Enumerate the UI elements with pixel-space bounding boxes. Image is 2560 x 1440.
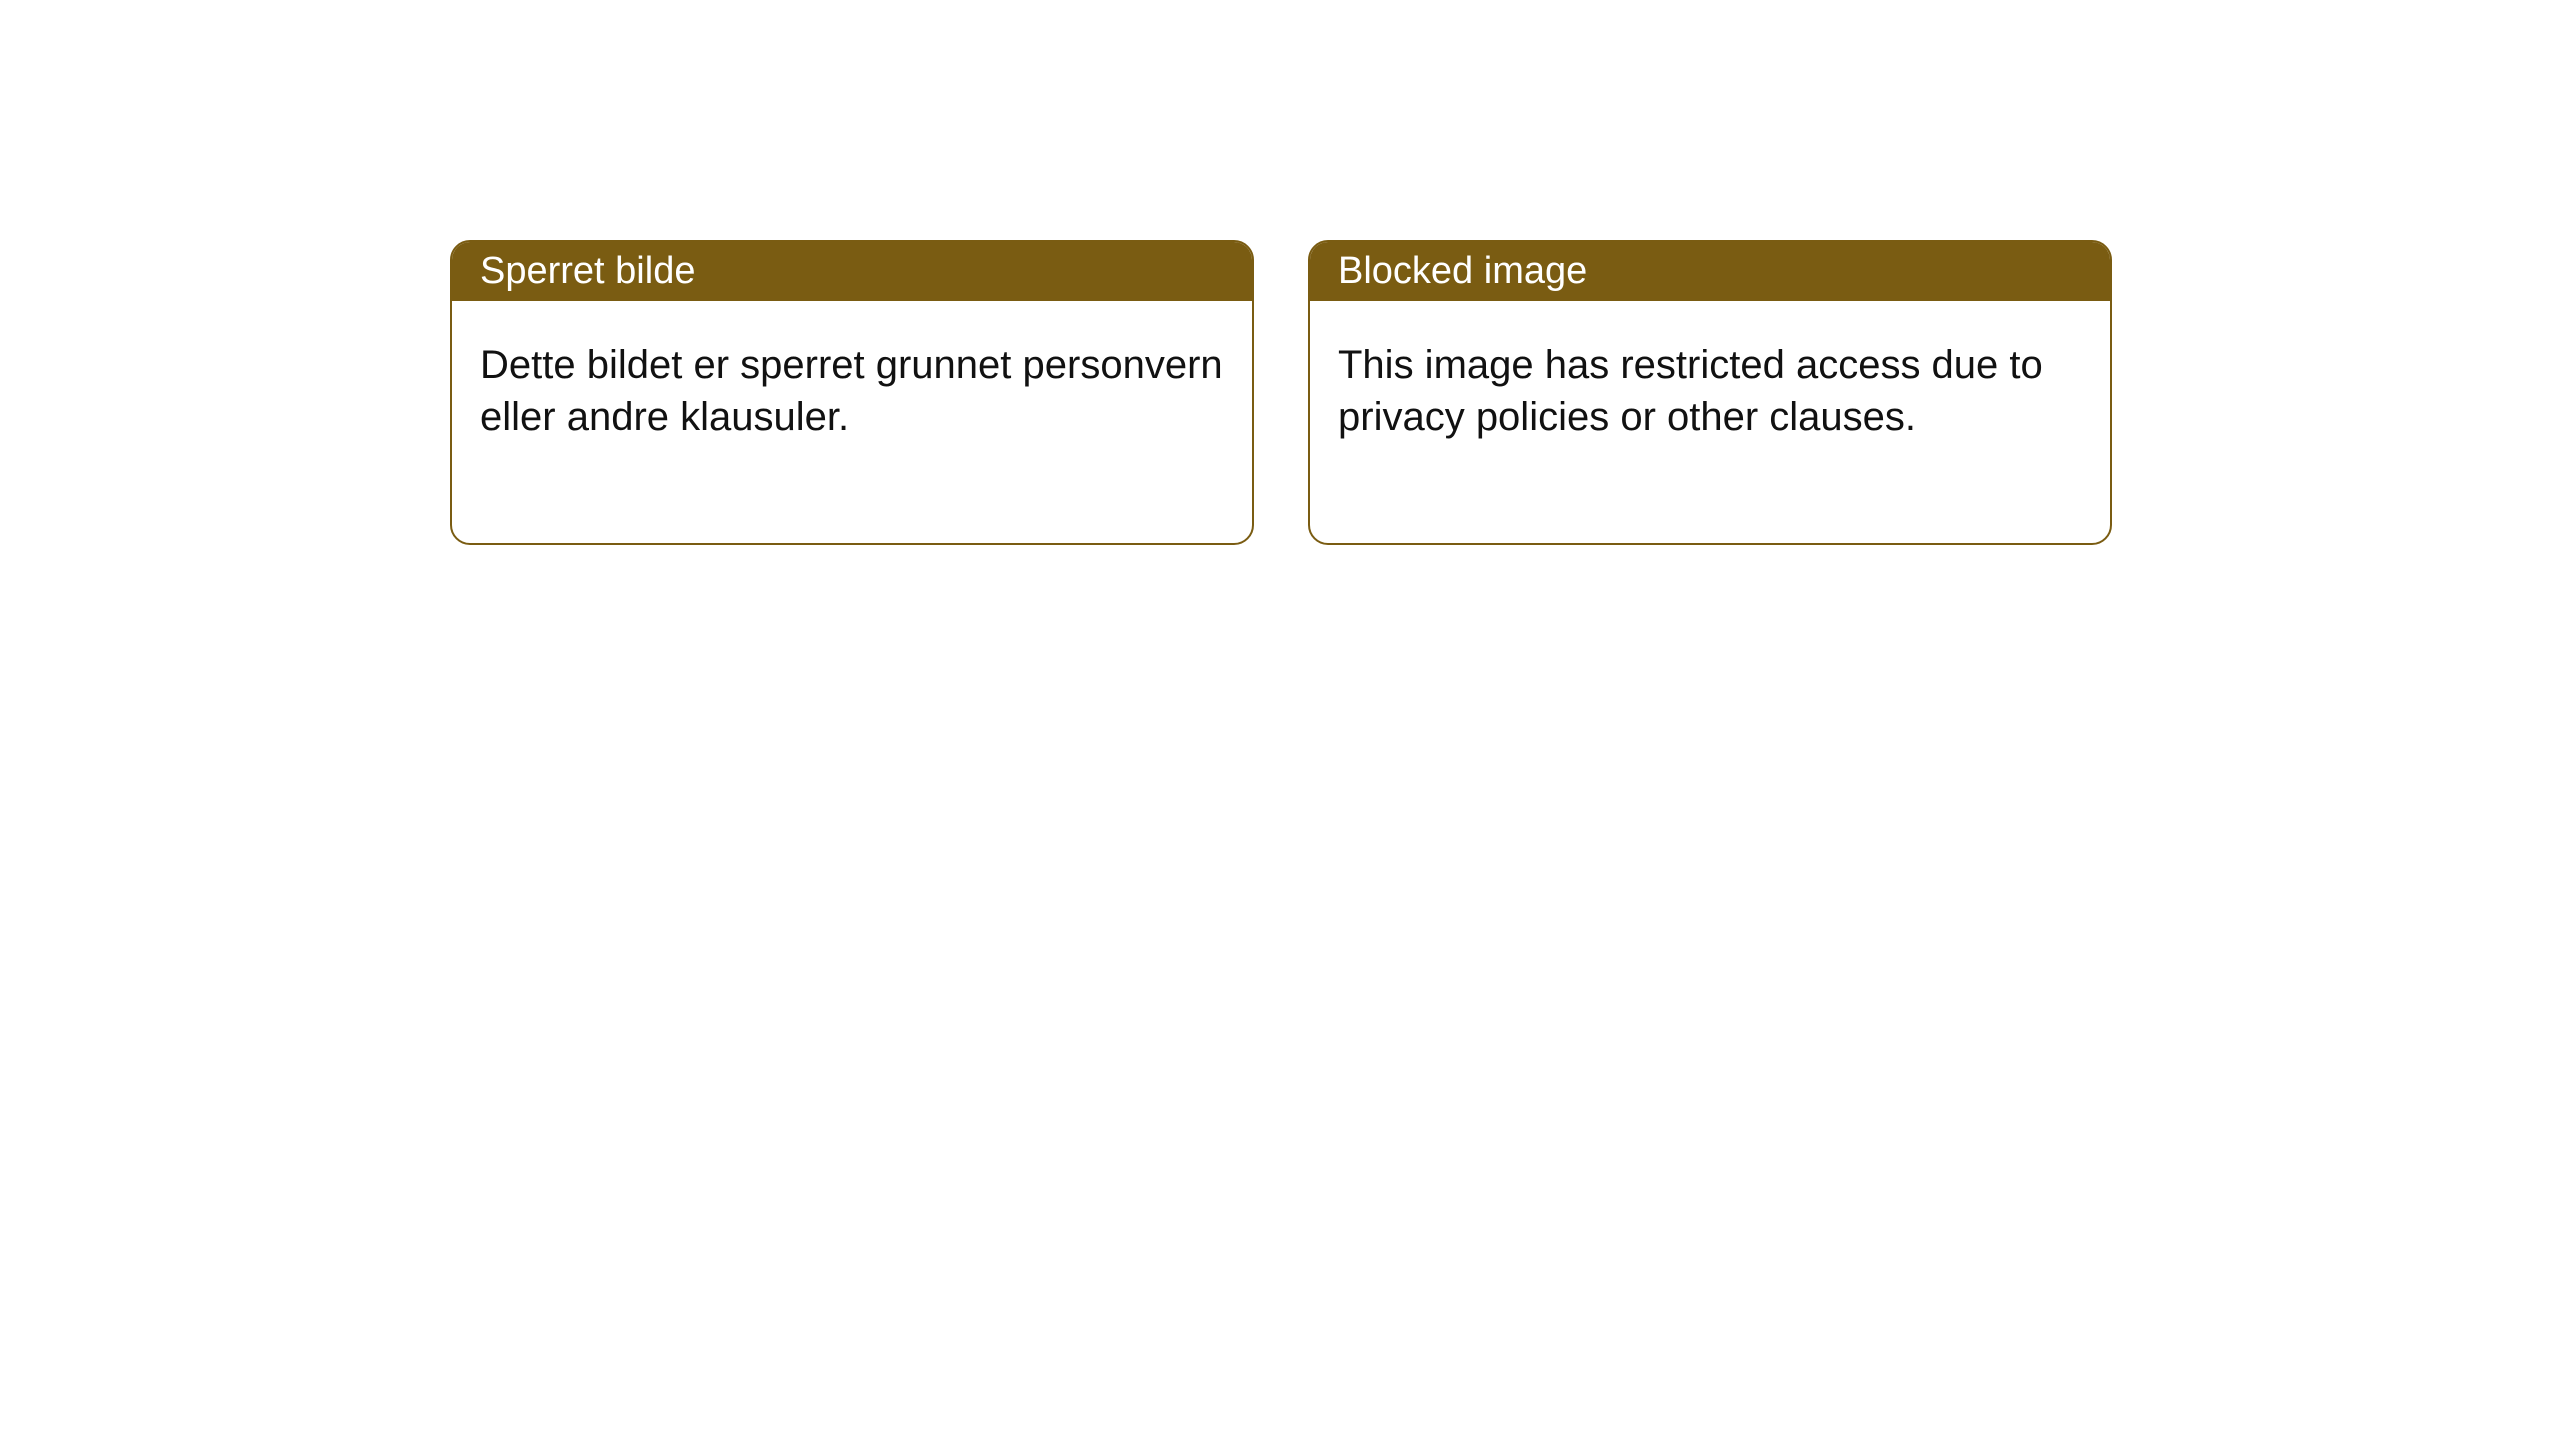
notice-message: Dette bildet er sperret grunnet personve…: [480, 343, 1223, 439]
notice-card-norwegian: Sperret bilde Dette bildet er sperret gr…: [450, 240, 1254, 545]
notice-header: Blocked image: [1310, 242, 2110, 301]
notice-message: This image has restricted access due to …: [1338, 343, 2043, 439]
notice-body: This image has restricted access due to …: [1310, 301, 2110, 543]
notice-body: Dette bildet er sperret grunnet personve…: [452, 301, 1252, 543]
notice-title: Blocked image: [1338, 250, 1587, 292]
notice-title: Sperret bilde: [480, 250, 695, 292]
notice-container: Sperret bilde Dette bildet er sperret gr…: [0, 0, 2560, 545]
notice-header: Sperret bilde: [452, 242, 1252, 301]
notice-card-english: Blocked image This image has restricted …: [1308, 240, 2112, 545]
